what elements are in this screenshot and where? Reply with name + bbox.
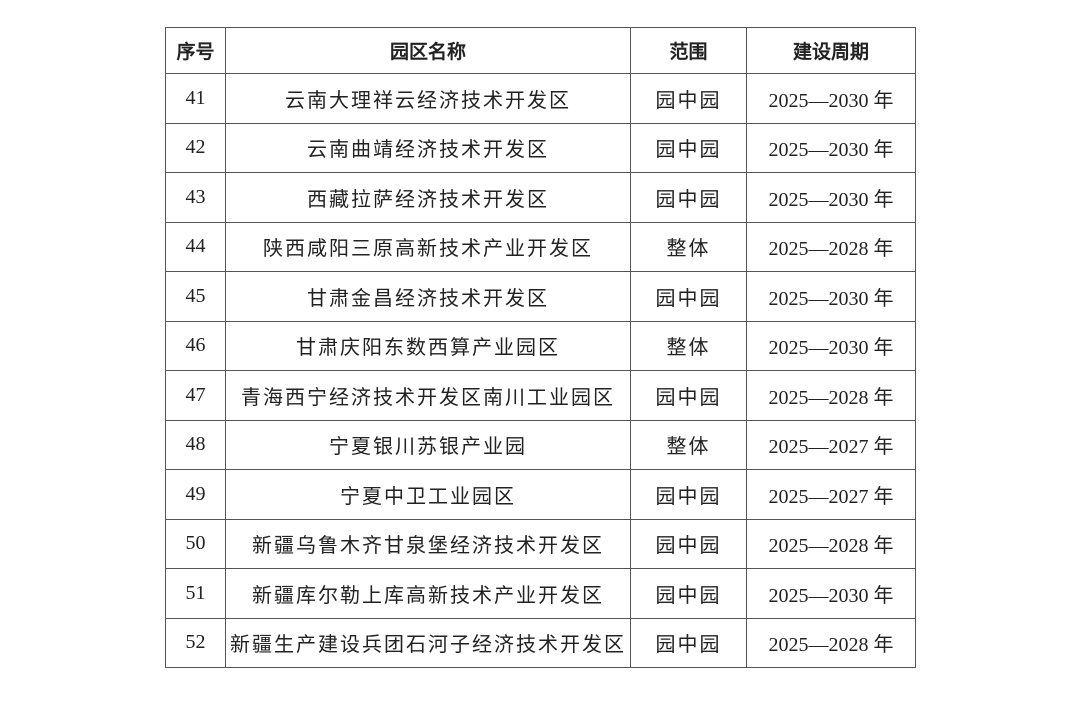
cell-park-name: 宁夏中卫工业园区	[225, 469, 631, 520]
cell-period: 2025—2028 年	[746, 617, 916, 668]
header-row: 序号 园区名称 范围 建设周期	[165, 27, 916, 74]
cell-index: 47	[165, 370, 226, 421]
cell-index: 43	[165, 172, 226, 223]
cell-park-name: 西藏拉萨经济技术开发区	[225, 172, 631, 223]
cell-scope: 园中园	[630, 122, 747, 173]
cell-index: 45	[165, 271, 226, 322]
cell-index: 44	[165, 221, 226, 272]
cell-park-name: 新疆生产建设兵团石河子经济技术开发区	[225, 617, 631, 668]
table-row: 51 新疆库尔勒上库高新技术产业开发区 园中园 2025—2030 年	[165, 568, 916, 619]
cell-scope: 园中园	[630, 518, 747, 569]
table-row: 42 云南曲靖经济技术开发区 园中园 2025—2030 年	[165, 122, 916, 173]
cell-period: 2025—2028 年	[746, 221, 916, 272]
cell-period: 2025—2030 年	[746, 568, 916, 619]
cell-scope: 园中园	[630, 370, 747, 421]
cell-period: 2025—2028 年	[746, 370, 916, 421]
cell-period: 2025—2030 年	[746, 122, 916, 173]
cell-park-name: 新疆库尔勒上库高新技术产业开发区	[225, 568, 631, 619]
cell-park-name: 新疆乌鲁木齐甘泉堡经济技术开发区	[225, 518, 631, 569]
cell-index: 49	[165, 469, 226, 520]
cell-scope: 整体	[630, 320, 747, 371]
cell-index: 52	[165, 617, 226, 668]
table-row: 49 宁夏中卫工业园区 园中园 2025—2027 年	[165, 469, 916, 520]
header-index: 序号	[165, 27, 226, 74]
cell-park-name: 云南大理祥云经济技术开发区	[225, 73, 631, 124]
cell-period: 2025—2030 年	[746, 172, 916, 223]
cell-park-name: 甘肃金昌经济技术开发区	[225, 271, 631, 322]
cell-scope: 园中园	[630, 568, 747, 619]
cell-period: 2025—2027 年	[746, 469, 916, 520]
cell-park-name: 甘肃庆阳东数西算产业园区	[225, 320, 631, 371]
cell-scope: 整体	[630, 221, 747, 272]
cell-index: 50	[165, 518, 226, 569]
cell-scope: 整体	[630, 419, 747, 470]
cell-index: 48	[165, 419, 226, 470]
cell-scope: 园中园	[630, 469, 747, 520]
table-row: 46 甘肃庆阳东数西算产业园区 整体 2025—2030 年	[165, 320, 916, 371]
header-park-name: 园区名称	[225, 27, 631, 74]
table-body: 41 云南大理祥云经济技术开发区 园中园 2025—2030 年 42 云南曲靖经济技术开…	[165, 73, 916, 668]
cell-park-name: 云南曲靖经济技术开发区	[225, 122, 631, 173]
cell-scope: 园中园	[630, 73, 747, 124]
cell-scope: 园中园	[630, 617, 747, 668]
table-row: 41 云南大理祥云经济技术开发区 园中园 2025—2030 年	[165, 73, 916, 124]
cell-index: 42	[165, 122, 226, 173]
table-row: 48 宁夏银川苏银产业园 整体 2025—2027 年	[165, 419, 916, 470]
table-row: 47 青海西宁经济技术开发区南川工业园区 园中园 2025—2028 年	[165, 370, 916, 421]
cell-park-name: 陕西咸阳三原高新技术产业开发区	[225, 221, 631, 272]
cell-period: 2025—2027 年	[746, 419, 916, 470]
table-row: 44 陕西咸阳三原高新技术产业开发区 整体 2025—2028 年	[165, 221, 916, 272]
header-period: 建设周期	[746, 27, 916, 74]
table-row: 52 新疆生产建设兵团石河子经济技术开发区 园中园 2025—2028 年	[165, 617, 916, 668]
table-row: 50 新疆乌鲁木齐甘泉堡经济技术开发区 园中园 2025—2028 年	[165, 518, 916, 569]
cell-park-name: 青海西宁经济技术开发区南川工业园区	[225, 370, 631, 421]
cell-scope: 园中园	[630, 172, 747, 223]
cell-period: 2025—2030 年	[746, 271, 916, 322]
table-row: 43 西藏拉萨经济技术开发区 园中园 2025—2030 年	[165, 172, 916, 223]
cell-period: 2025—2028 年	[746, 518, 916, 569]
park-table: 序号 园区名称 范围 建设周期 41 云南大理祥云经济技术开发区 园中园 2025—2…	[165, 27, 916, 668]
table-row: 45 甘肃金昌经济技术开发区 园中园 2025—2030 年	[165, 271, 916, 322]
cell-index: 51	[165, 568, 226, 619]
cell-scope: 园中园	[630, 271, 747, 322]
cell-park-name: 宁夏银川苏银产业园	[225, 419, 631, 470]
cell-period: 2025—2030 年	[746, 320, 916, 371]
cell-period: 2025—2030 年	[746, 73, 916, 124]
cell-index: 41	[165, 73, 226, 124]
cell-index: 46	[165, 320, 226, 371]
header-scope: 范围	[630, 27, 747, 74]
